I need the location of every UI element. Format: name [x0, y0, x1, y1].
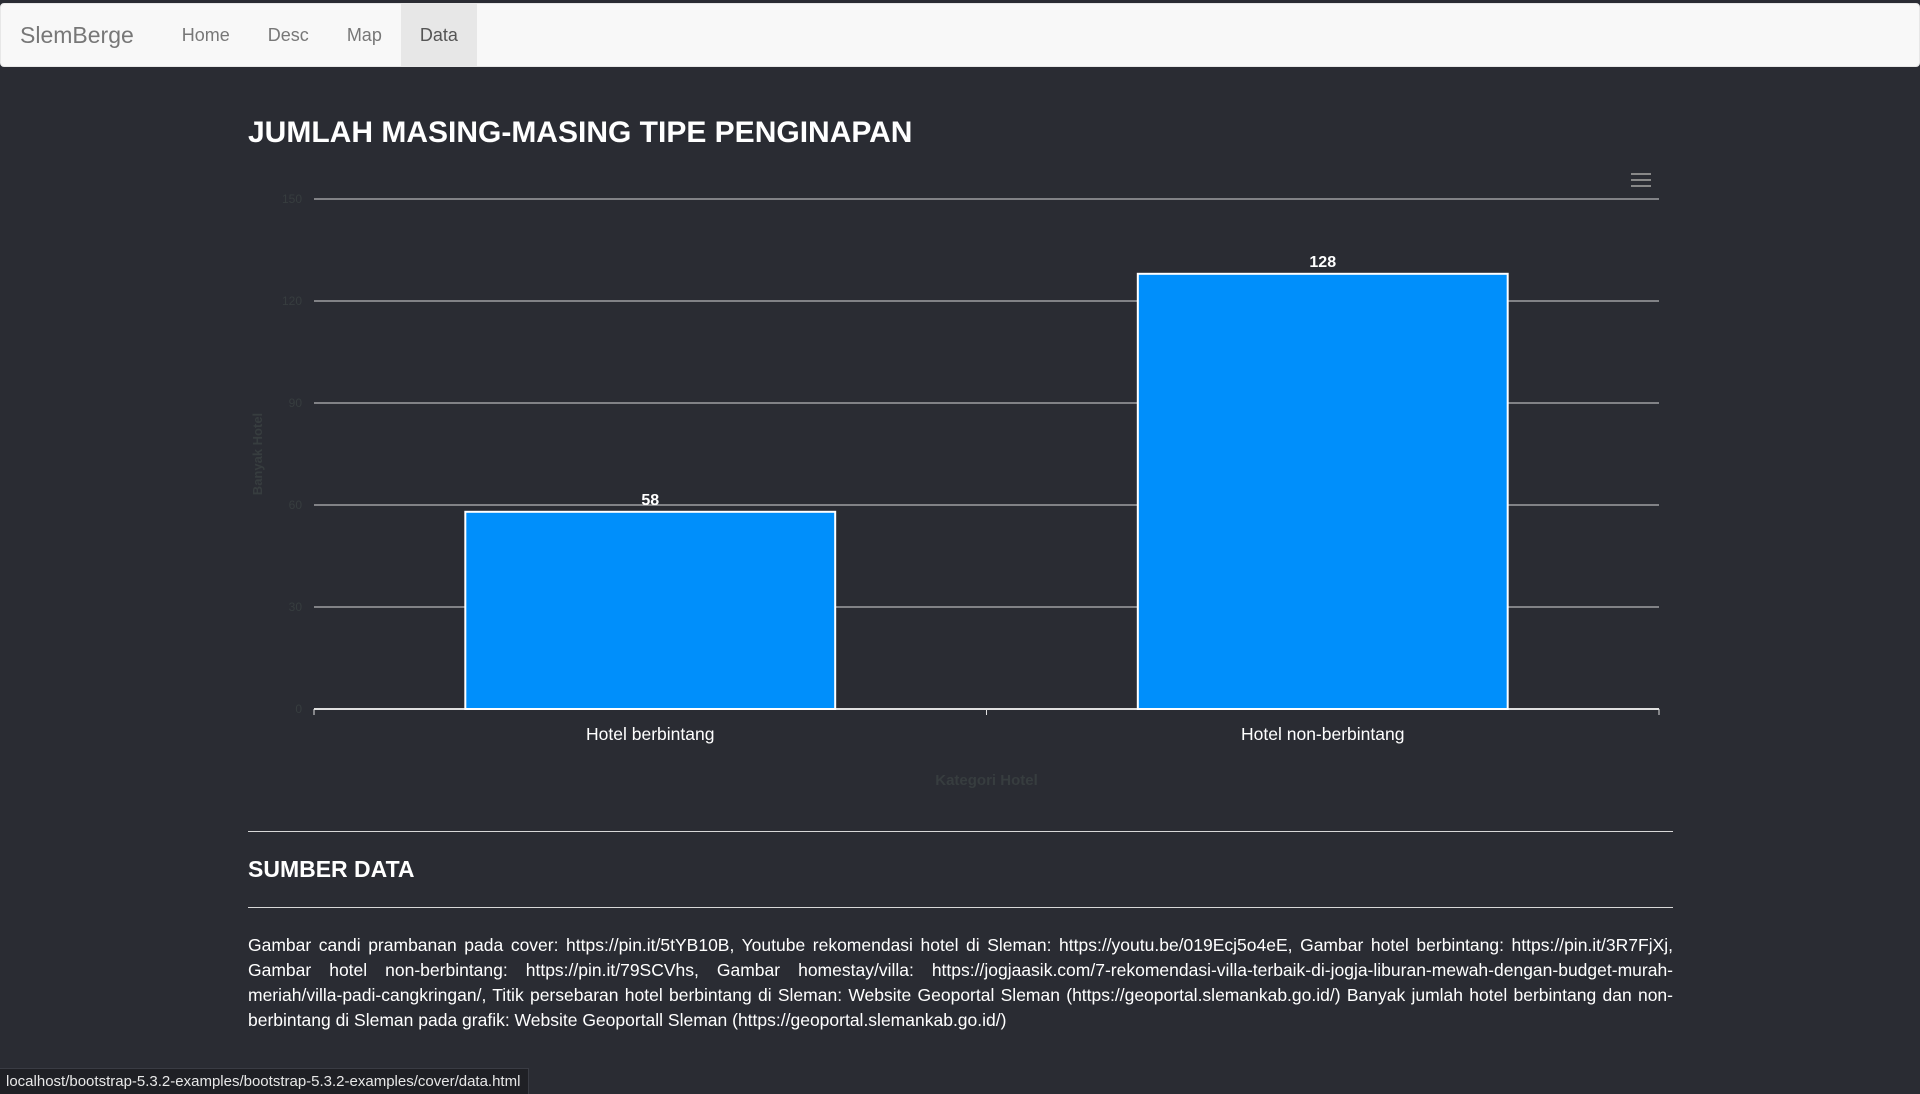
nav-desc[interactable]: Desc	[267, 24, 309, 45]
page-title: JUMLAH MASING-MASING TIPE PENGINAPAN	[248, 116, 913, 149]
bar-chart-container: 0 30 60 90 120 150 58 Hotel berbintang 128 Hotel …	[248, 158, 1673, 798]
y-tick-label: 90	[289, 396, 303, 410]
sources-text: Gambar candi prambanan pada cover: https…	[248, 935, 1673, 1030]
sources-title: SUMBER DATA	[248, 856, 415, 882]
bar-chart: 0 30 60 90 120 150 58 Hotel berbintang 128 Hotel …	[250, 192, 1660, 789]
y-tick-label: 60	[289, 498, 303, 512]
brand-link[interactable]: SlemBerge	[20, 21, 134, 48]
data-label: 58	[641, 492, 659, 509]
y-tick-label: 120	[282, 294, 302, 308]
x-tick-label: Hotel non-berbintang	[1241, 724, 1404, 744]
section-divider-bottom	[248, 907, 1673, 908]
bar	[464, 510, 837, 710]
y-tick-label: 0	[295, 702, 302, 716]
y-tick-label: 30	[289, 600, 303, 614]
nav-map[interactable]: Map	[346, 24, 382, 45]
section-divider-top	[248, 831, 1673, 832]
x-tick-label: Hotel berbintang	[586, 724, 714, 744]
y-tick-label: 150	[282, 192, 302, 206]
top-navbar: SlemBerge Home Desc Map Data	[0, 3, 1920, 67]
nav-home[interactable]: Home	[181, 24, 230, 45]
hamburger-menu-icon[interactable]	[1631, 172, 1651, 188]
data-label: 128	[1309, 254, 1336, 271]
bar	[1136, 272, 1509, 711]
nav-data[interactable]: Data	[400, 4, 477, 66]
browser-status-bar: localhost/bootstrap-5.3.2-examples/boots…	[0, 1068, 530, 1094]
x-axis-title: Kategori Hotel	[935, 772, 1038, 789]
y-axis-title: Banyak Hotel	[250, 413, 265, 495]
